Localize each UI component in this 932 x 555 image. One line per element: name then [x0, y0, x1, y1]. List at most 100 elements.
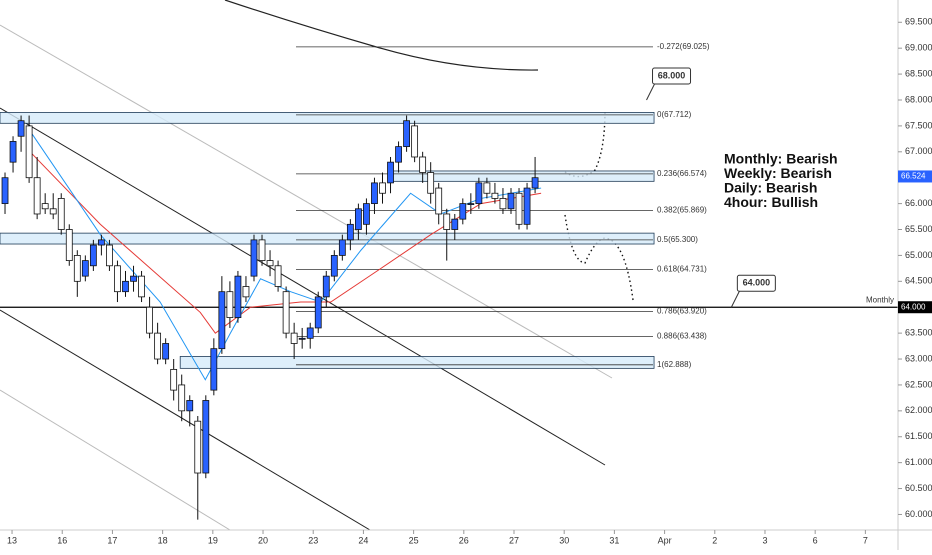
level-label: Monthly [866, 295, 894, 304]
fib-label: 0.618(64.731) [657, 264, 707, 273]
candle-body [363, 203, 370, 225]
candle-body [226, 291, 234, 318]
candle-body [499, 198, 507, 210]
callout-label: 64.000 [743, 278, 771, 288]
candle-body [346, 223, 354, 241]
candle-body [242, 286, 250, 298]
y-tick-label: 63.500 [905, 328, 932, 338]
candle-body [531, 177, 539, 189]
x-tick-label: 13 [7, 535, 17, 545]
fib-label: 1(62.888) [657, 360, 692, 369]
fib-label: 0.786(63.920) [657, 306, 707, 315]
candle-body [274, 265, 282, 287]
x-tick-label: 25 [409, 535, 419, 545]
x-tick-label: 18 [158, 535, 168, 545]
candle-body [443, 213, 451, 230]
zone [179, 356, 655, 369]
candle-body [57, 198, 65, 230]
callout-box [736, 274, 776, 292]
callout-box [652, 67, 692, 85]
candle-body [451, 218, 459, 230]
candle-body [330, 255, 338, 277]
channel-line [0, 24, 613, 379]
level-price-box [898, 301, 932, 314]
candle-body [483, 182, 491, 194]
candle-body [266, 260, 274, 267]
candle-body [186, 400, 194, 412]
candle-body [515, 192, 523, 225]
fib-label: 0.5(65.300) [657, 235, 698, 244]
candle-body [41, 203, 49, 210]
candle-body [234, 275, 242, 318]
y-tick-label: 63.000 [905, 353, 932, 363]
candle-body [65, 229, 73, 261]
candle-body [371, 182, 378, 205]
y-tick-label: 65.500 [905, 224, 932, 234]
candle-body [427, 172, 435, 194]
candle-body [97, 239, 105, 246]
candle-body [210, 348, 218, 391]
candle-body [122, 280, 129, 293]
candle-body [258, 239, 266, 261]
candle-body [106, 244, 113, 267]
y-tick-label: 67.500 [905, 120, 932, 130]
callout-label: 68.000 [658, 70, 686, 80]
candle-body [314, 296, 322, 329]
trend-line [0, 309, 371, 530]
channel-line [0, 389, 231, 530]
x-tick-label: 7 [863, 535, 868, 545]
x-tick-label: 31 [609, 535, 619, 545]
candle-body [395, 146, 402, 163]
candle-body [81, 260, 89, 277]
trend-line [0, 107, 606, 466]
y-tick-label: 60.000 [905, 509, 932, 519]
candle-body [194, 420, 202, 474]
candle-body [146, 306, 153, 334]
y-tick-label: 60.500 [905, 483, 932, 493]
x-tick-label: 27 [509, 535, 519, 545]
level-price-label: 64.000 [901, 302, 926, 311]
x-tick-label: 3 [762, 535, 767, 545]
candle-body [73, 255, 81, 282]
candle-body [89, 244, 97, 267]
candle-body [322, 275, 330, 298]
y-tick-label: 62.500 [905, 379, 932, 389]
note: Weekly: Bearish [724, 165, 832, 181]
y-tick-label: 69.500 [905, 17, 932, 27]
candle-body [250, 239, 258, 277]
candle-body [178, 384, 186, 412]
zone [0, 112, 655, 124]
candle-body [9, 141, 17, 163]
candle-body [1, 177, 9, 205]
x-tick-label: 26 [459, 535, 469, 545]
callout-pointer [730, 291, 740, 308]
y-tick-label: 61.500 [905, 431, 932, 441]
long-average [224, 0, 539, 71]
fib-label: 0.236(66.574) [657, 169, 707, 178]
y-tick-label: 67.000 [905, 146, 932, 156]
note: 4hour: Bullish [724, 194, 818, 210]
y-tick-label: 66.000 [905, 198, 932, 208]
candle-body [138, 275, 145, 298]
y-tick-label: 64.500 [905, 276, 932, 286]
callout-pointer [646, 83, 655, 101]
y-tick-label: 69.000 [905, 43, 932, 53]
note: Daily: Bearish [724, 180, 817, 196]
zone [0, 232, 655, 245]
candle-body [411, 125, 419, 158]
candle-body [33, 177, 41, 215]
candle-body [387, 161, 394, 184]
x-tick-label: 24 [358, 535, 368, 545]
candle-body [170, 368, 178, 391]
candle-body [459, 203, 467, 220]
y-tick-label: 68.000 [905, 94, 932, 104]
candle-body [17, 120, 25, 137]
candle-body [338, 239, 346, 256]
candle-body [435, 187, 443, 215]
candle-body [282, 291, 290, 334]
candle-body [475, 182, 483, 205]
candle-body [130, 275, 137, 282]
x-tick-label: 19 [208, 535, 218, 545]
note: Monthly: Bearish [724, 151, 838, 167]
y-tick-label: 65.000 [905, 250, 932, 260]
